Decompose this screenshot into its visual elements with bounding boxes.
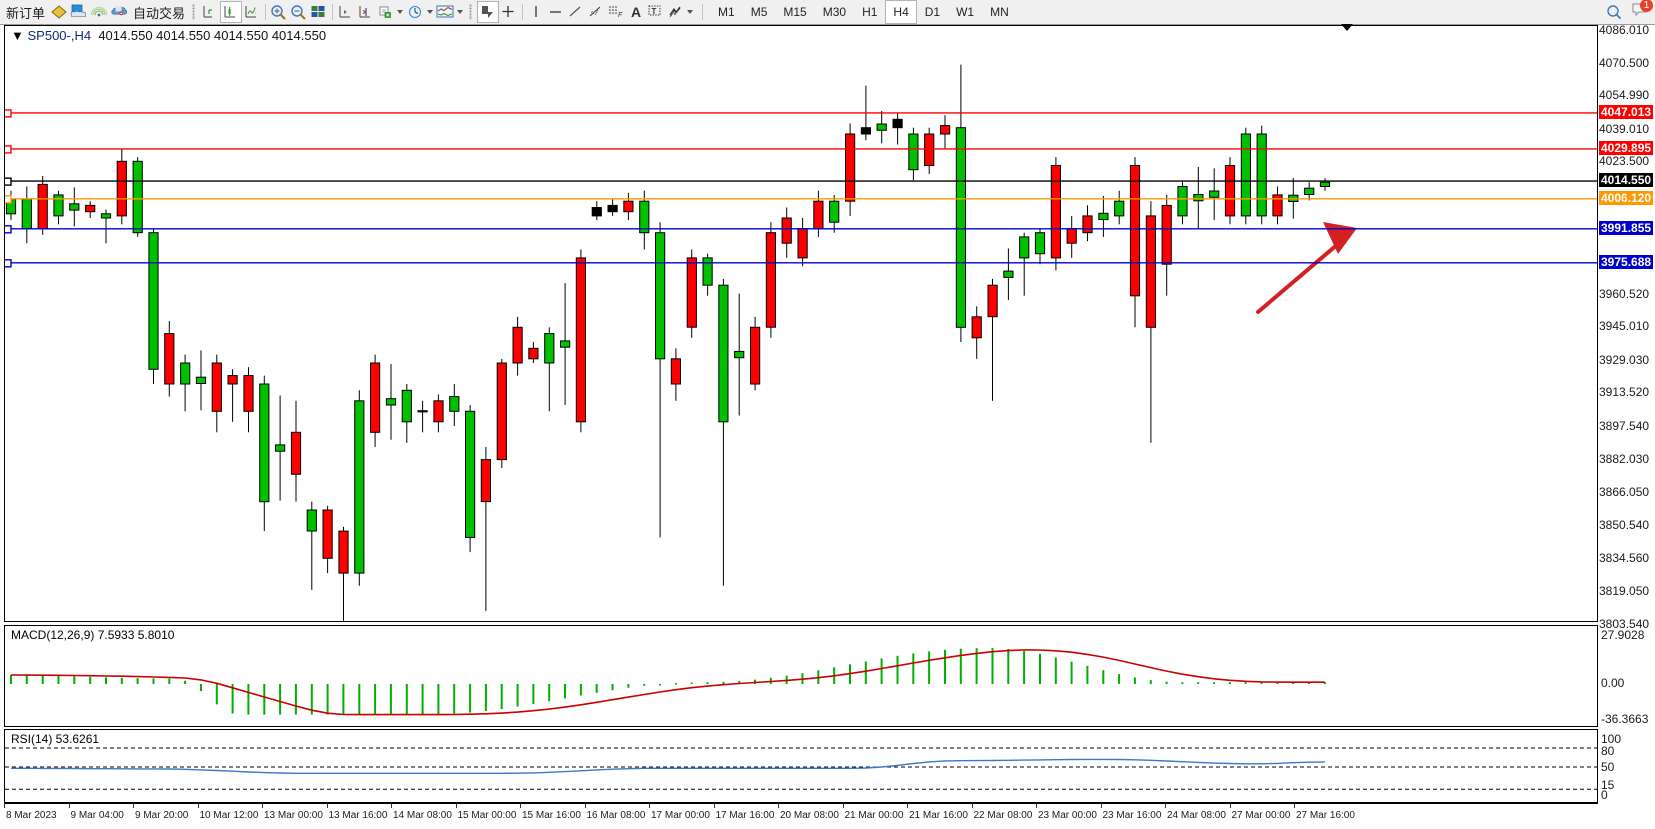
svg-text:F: F <box>618 12 623 19</box>
svg-text:T: T <box>652 7 657 16</box>
